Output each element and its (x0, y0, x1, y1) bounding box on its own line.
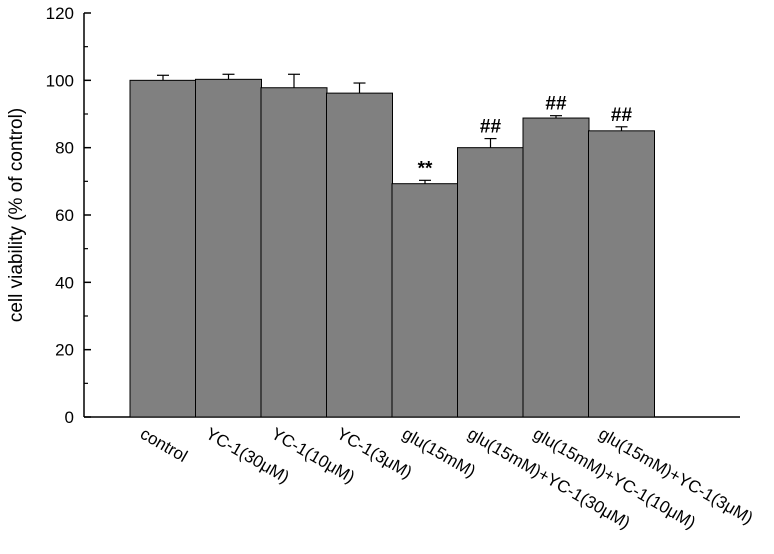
bar (129, 79, 197, 418)
bar (457, 147, 524, 418)
bar (391, 183, 459, 418)
bar (260, 87, 328, 418)
y-axis-label: cell viability (% of control) (6, 108, 27, 322)
y-tick-label: 40 (55, 273, 74, 292)
y-tick-label: 0 (65, 408, 74, 427)
y-tick-label: 60 (55, 206, 74, 225)
significance-mark: ## (611, 105, 633, 126)
bar (588, 130, 655, 418)
significance-mark: ## (480, 117, 502, 138)
bar (195, 78, 262, 418)
y-tick-label: 80 (55, 139, 74, 158)
bar (326, 92, 393, 418)
y-tick-label: 120 (46, 4, 74, 23)
y-tick-label: 20 (55, 341, 74, 360)
significance-mark: ## (545, 94, 567, 115)
bar (522, 117, 590, 418)
significance-mark: ** (418, 158, 433, 179)
x-tick-label: control (137, 424, 191, 466)
y-tick-label: 100 (46, 71, 74, 90)
